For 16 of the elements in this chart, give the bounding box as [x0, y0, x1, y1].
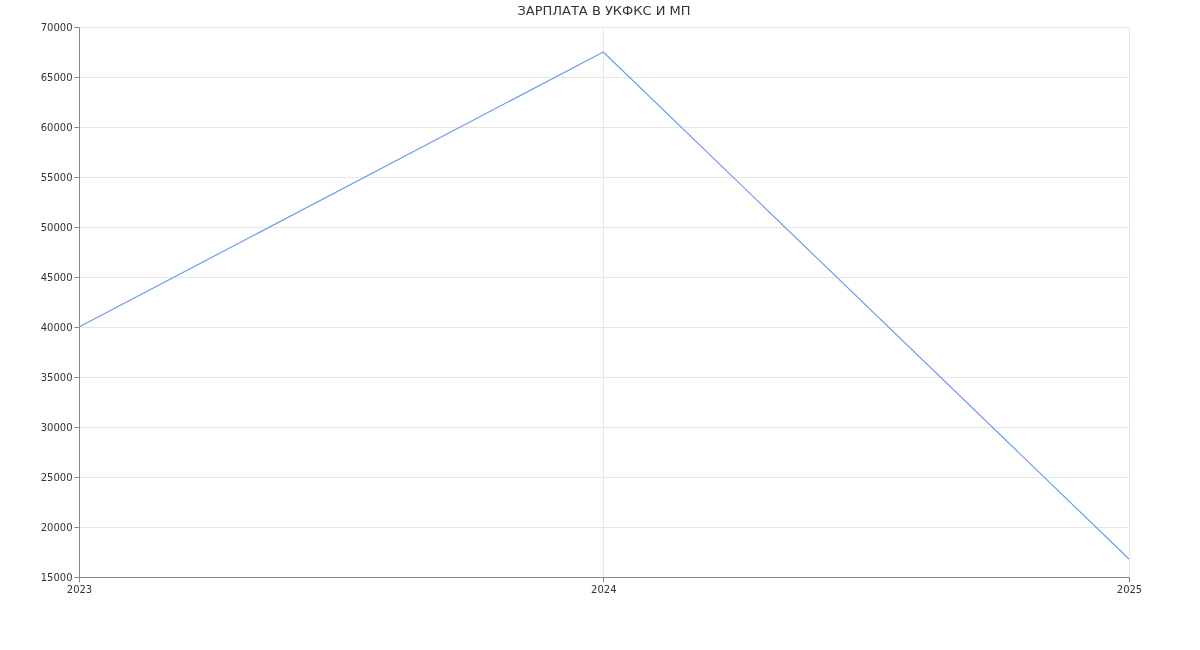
y-tick-label: 20000 — [40, 521, 73, 533]
chart-title: ЗАРПЛАТА В УКФКС И МП — [517, 3, 691, 18]
y-tick-label: 70000 — [40, 21, 73, 33]
y-tick-label: 55000 — [40, 171, 73, 183]
x-tick-label: 2025 — [1116, 583, 1143, 595]
y-tick-label: 50000 — [40, 221, 73, 233]
y-tick-label: 45000 — [40, 271, 73, 283]
x-tick-label: 2024 — [591, 583, 617, 595]
y-tick-label: 40000 — [40, 321, 73, 333]
y-tick-label: 35000 — [40, 371, 73, 383]
y-tick-label: 25000 — [40, 471, 73, 483]
y-tick-label: 65000 — [40, 71, 73, 83]
y-tick-label: 15000 — [40, 571, 73, 583]
x-tick-label: 2023 — [66, 583, 93, 595]
y-tick-label: 30000 — [40, 421, 73, 433]
y-tick-label: 60000 — [40, 121, 73, 133]
